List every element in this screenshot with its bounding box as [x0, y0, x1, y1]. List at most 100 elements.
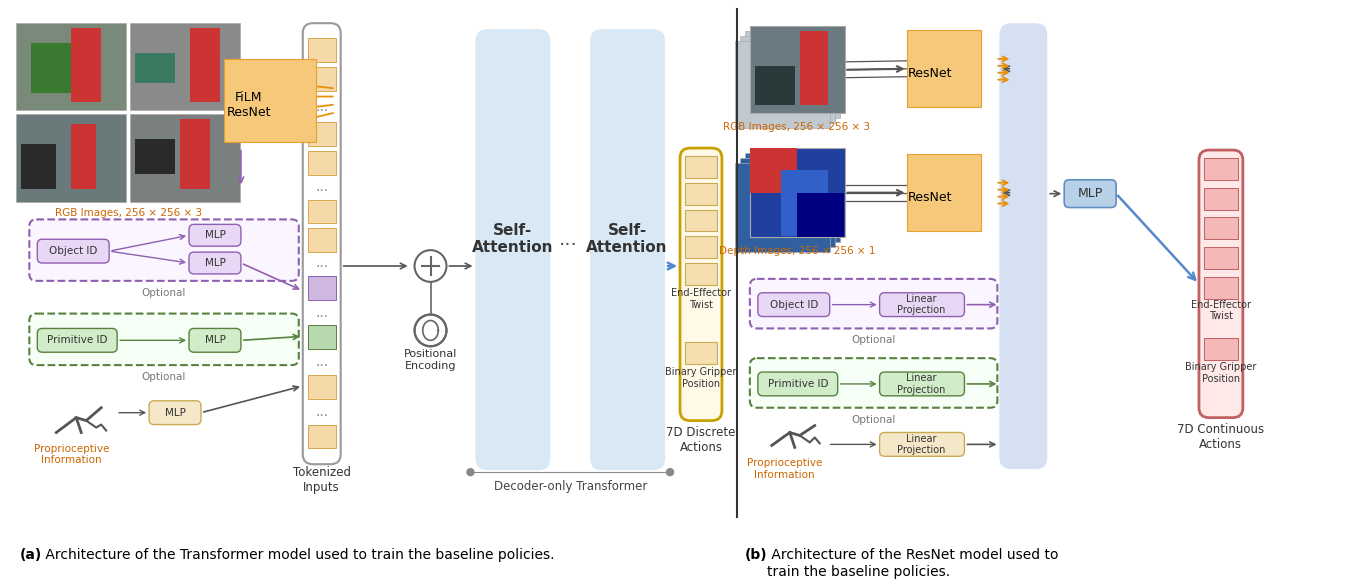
Bar: [135, 139, 175, 174]
Text: Primitive ID: Primitive ID: [46, 335, 108, 345]
Bar: [307, 375, 336, 399]
Bar: [799, 31, 828, 105]
Bar: [307, 425, 336, 449]
Bar: [130, 23, 240, 111]
Text: Tokenized
Inputs: Tokenized Inputs: [292, 466, 351, 494]
Bar: [307, 151, 336, 175]
Text: 7D Continuous
Actions: 7D Continuous Actions: [1177, 423, 1265, 452]
Circle shape: [414, 315, 447, 346]
Bar: [1203, 277, 1238, 299]
FancyBboxPatch shape: [1000, 23, 1048, 469]
Text: Linear
Projection: Linear Projection: [897, 294, 945, 315]
FancyBboxPatch shape: [189, 329, 240, 352]
Bar: [71, 28, 101, 102]
Bar: [307, 67, 336, 91]
Bar: [31, 43, 86, 92]
Bar: [740, 158, 835, 247]
Text: Decoder-only Transformer: Decoder-only Transformer: [493, 480, 647, 493]
Bar: [911, 162, 978, 224]
Bar: [684, 156, 717, 178]
Text: ...: ...: [559, 230, 578, 249]
Bar: [796, 193, 844, 238]
Text: Primitive ID: Primitive ID: [768, 379, 828, 389]
Circle shape: [667, 469, 673, 476]
Bar: [744, 31, 840, 118]
Bar: [750, 148, 796, 193]
Text: ...: ...: [316, 405, 328, 419]
Bar: [22, 144, 56, 189]
Bar: [907, 154, 981, 231]
Text: Architecture of the Transformer model used to train the baseline policies.: Architecture of the Transformer model us…: [41, 549, 555, 563]
Text: MLP: MLP: [205, 258, 225, 268]
Bar: [130, 115, 240, 202]
Bar: [684, 342, 717, 364]
Text: MLP: MLP: [205, 230, 225, 240]
Text: MLP: MLP: [1078, 187, 1102, 200]
Bar: [750, 148, 844, 238]
Circle shape: [414, 250, 447, 282]
FancyBboxPatch shape: [37, 329, 117, 352]
Text: ...: ...: [316, 180, 328, 193]
FancyBboxPatch shape: [758, 372, 837, 396]
Bar: [1203, 247, 1238, 269]
Text: (b): (b): [744, 549, 768, 563]
Bar: [735, 163, 829, 252]
FancyBboxPatch shape: [880, 433, 964, 456]
Bar: [229, 69, 311, 131]
Text: Positional
Encoding: Positional Encoding: [404, 349, 458, 371]
Text: Linear
Projection: Linear Projection: [897, 373, 945, 395]
Bar: [908, 32, 981, 105]
Text: ResNet: ResNet: [908, 191, 952, 204]
Text: Binary Gripper
Position: Binary Gripper Position: [665, 367, 736, 389]
Bar: [740, 36, 835, 123]
FancyBboxPatch shape: [680, 148, 721, 420]
FancyBboxPatch shape: [189, 225, 240, 246]
Bar: [908, 156, 981, 229]
Text: Depth Images, 256 × 256 × 1: Depth Images, 256 × 256 × 1: [719, 246, 876, 256]
Text: RGB Images, 256 × 256 × 3: RGB Images, 256 × 256 × 3: [723, 122, 870, 132]
Bar: [16, 23, 126, 111]
Bar: [744, 153, 840, 242]
Bar: [750, 26, 844, 113]
Bar: [1203, 218, 1238, 239]
Bar: [1203, 158, 1238, 180]
Bar: [755, 66, 795, 105]
Text: ResNet: ResNet: [908, 67, 952, 80]
Bar: [190, 28, 220, 102]
Bar: [307, 276, 336, 300]
Bar: [16, 115, 126, 202]
Bar: [684, 236, 717, 258]
Bar: [684, 183, 717, 205]
Bar: [307, 326, 336, 349]
Bar: [910, 35, 979, 102]
FancyBboxPatch shape: [590, 29, 665, 470]
FancyBboxPatch shape: [750, 279, 997, 329]
Text: Optional: Optional: [142, 288, 186, 298]
Text: Binary Gripper
Position: Binary Gripper Position: [1186, 362, 1257, 384]
Text: ...: ...: [316, 256, 328, 270]
Text: RGB Images, 256 × 256 × 3: RGB Images, 256 × 256 × 3: [55, 209, 202, 219]
FancyBboxPatch shape: [475, 29, 550, 470]
Bar: [907, 30, 981, 108]
Bar: [781, 170, 828, 236]
Bar: [1203, 188, 1238, 209]
Bar: [307, 38, 336, 62]
FancyBboxPatch shape: [758, 293, 829, 316]
Bar: [911, 38, 978, 100]
Bar: [1203, 338, 1238, 360]
Bar: [225, 62, 314, 138]
FancyBboxPatch shape: [750, 358, 997, 407]
Bar: [307, 199, 336, 223]
FancyBboxPatch shape: [1199, 150, 1243, 417]
Text: Self-
Attention: Self- Attention: [586, 223, 668, 255]
FancyBboxPatch shape: [880, 372, 964, 396]
Bar: [912, 164, 978, 222]
Bar: [684, 209, 717, 231]
Text: Optional: Optional: [851, 415, 896, 425]
Circle shape: [467, 469, 474, 476]
Bar: [135, 53, 175, 83]
FancyBboxPatch shape: [880, 293, 964, 316]
FancyBboxPatch shape: [1064, 180, 1116, 208]
Text: MLP: MLP: [164, 407, 186, 417]
FancyBboxPatch shape: [189, 252, 240, 274]
